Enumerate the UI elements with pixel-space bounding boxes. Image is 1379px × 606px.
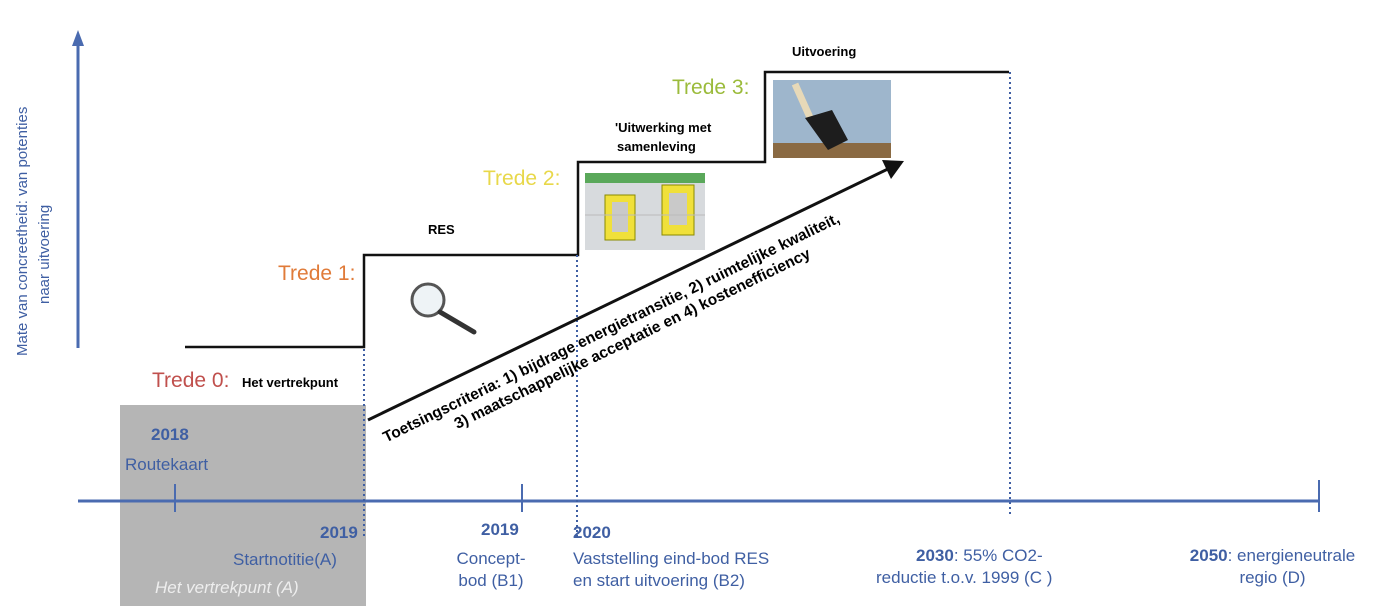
label-vaststelling-line2: en start uitvoering (B2) xyxy=(573,571,745,590)
year-2018: 2018 xyxy=(151,425,189,444)
label-vaststelling-line1: Vaststelling eind-bod RES xyxy=(573,549,770,568)
year-2020: 2020 xyxy=(573,523,611,542)
trede-2-label: Trede 2: xyxy=(483,167,561,190)
year-2030: 2030 xyxy=(916,546,954,565)
criteria-arrow-shaft xyxy=(367,166,891,422)
y-axis-label-line1: Mate van concreetheid: van potenties xyxy=(14,106,31,356)
criteria-arrowhead xyxy=(882,160,904,179)
y-axis-label-line2: naar uitvoering xyxy=(36,204,53,304)
magnifier-icon xyxy=(410,282,477,335)
label-concept-bod: Concept- bod (B1) xyxy=(436,548,546,592)
label-concept-bod-line2: bod (B1) xyxy=(458,571,524,590)
label-2050-line2: regio (D) xyxy=(1239,568,1306,587)
trede-1-title: RES xyxy=(428,222,455,237)
label-vertrekpunt-note: Het vertrekpunt (A) xyxy=(155,578,299,597)
starting-point-box xyxy=(120,405,366,606)
trede-0-title: Het vertrekpunt xyxy=(242,375,339,390)
trede-2-title: 'Uitwerking met samenleving xyxy=(615,118,711,156)
staircase xyxy=(185,70,1009,349)
trede-2-title-line2: samenleving xyxy=(617,139,696,154)
year-2050: 2050 xyxy=(1189,546,1228,565)
year-2019-startnotitie: 2019 xyxy=(320,523,358,542)
label-routekaart: Routekaart xyxy=(125,455,209,474)
label-2030: 2030: 55% CO2- reductie t.o.v. 1999 (C ) xyxy=(876,545,1146,589)
label-2030-line2: reductie t.o.v. 1999 (C ) xyxy=(876,568,1053,587)
label-startnotitie: Startnotitie(A) xyxy=(233,550,337,569)
y-axis-arrowhead xyxy=(72,30,84,46)
trede-3-title: Uitvoering xyxy=(792,44,857,59)
label-concept-bod-line1: Concept- xyxy=(456,549,526,568)
label-2050-line1: : energieneutrale xyxy=(1227,546,1356,565)
trede-0-label: Trede 0: xyxy=(152,369,230,392)
label-2050: 2050: energieneutrale regio (D) xyxy=(1170,545,1375,589)
label-2030-line1: : 55% CO2- xyxy=(953,546,1043,565)
trede-3-label: Trede 3: xyxy=(672,76,750,99)
label-vaststelling: Vaststelling eind-bod RES en start uitvo… xyxy=(573,548,769,592)
shovel-icon xyxy=(773,80,891,158)
map-icon xyxy=(585,173,705,250)
trede-2-title-line1: 'Uitwerking met xyxy=(615,120,712,135)
trede-1-label: Trede 1: xyxy=(278,262,356,285)
y-axis-label: Mate van concreetheid: van potenties naa… xyxy=(12,107,56,356)
year-2019-concept: 2019 xyxy=(481,520,519,539)
